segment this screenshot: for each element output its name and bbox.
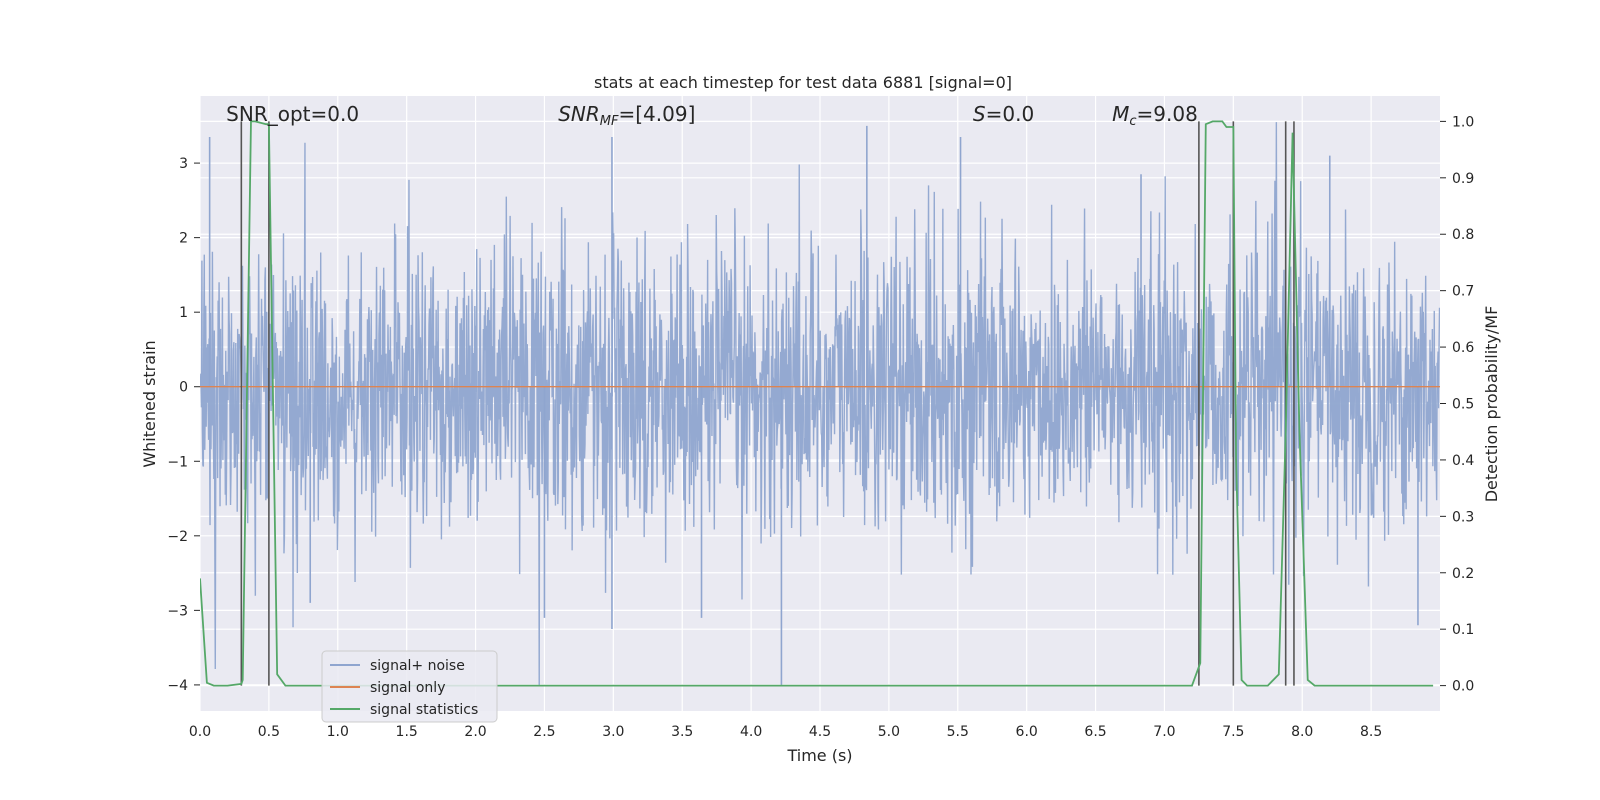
- x-tick-label: 8.0: [1291, 724, 1313, 740]
- y-tick-label: 0: [179, 380, 188, 396]
- annotations: SNR_opt=0.0 SNRMF=[4.09] S=0.0 Mc=9.08: [226, 102, 1198, 129]
- x-tick-label: 7.5: [1222, 724, 1244, 740]
- chart-title: stats at each timestep for test data 688…: [594, 73, 1012, 92]
- x-tick-label: 5.5: [947, 724, 969, 740]
- annotation: SNR_opt=0.0: [226, 102, 359, 126]
- y2-tick-label: 0.2: [1452, 566, 1474, 582]
- y2-tick-label: 0.4: [1452, 453, 1474, 469]
- legend-label: signal only: [370, 680, 445, 696]
- legend: signal+ noise signal only signal statistic…: [321, 650, 498, 723]
- x-tick-label: 2.5: [533, 724, 555, 740]
- y-tick-label: −4: [167, 678, 188, 694]
- y-axis-ticks: 3 2 1 0 −1 −2 −3 −4: [167, 156, 200, 694]
- y-tick-label: 1: [179, 305, 188, 321]
- x-axis-label: Time (s): [786, 746, 852, 765]
- y2-tick-label: 0.6: [1452, 340, 1474, 356]
- x-tick-label: 6.0: [1016, 724, 1038, 740]
- y-axis-label: Whitened strain: [140, 340, 159, 467]
- y2-axis-label: Detection probability/MF: [1482, 306, 1501, 503]
- y2-tick-label: 0.5: [1452, 397, 1474, 413]
- annotation: Mc=9.08: [1112, 102, 1198, 129]
- y2-tick-label: 0.3: [1452, 509, 1474, 525]
- x-tick-label: 2.0: [464, 724, 486, 740]
- statistics-line: [200, 120, 1434, 687]
- x-tick-label: 6.5: [1084, 724, 1106, 740]
- y-tick-label: −1: [167, 454, 188, 470]
- x-tick-label: 0.5: [258, 724, 280, 740]
- y2-tick-label: 0.9: [1452, 171, 1474, 187]
- x-tick-label: 5.0: [878, 724, 900, 740]
- y2-tick-label: 1.0: [1452, 114, 1474, 130]
- y2-tick-label: 0.8: [1452, 227, 1474, 243]
- x-tick-label: 4.5: [809, 724, 831, 740]
- y-tick-label: 2: [179, 231, 188, 247]
- annotation: SNRMF=[4.09]: [558, 102, 695, 129]
- y2-axis-ticks: 1.0 0.9 0.8 0.7 0.6 0.5 0.4 0.3 0.2 0.1 0.0: [1440, 114, 1474, 695]
- series-signal-statistics: [200, 120, 1434, 687]
- x-tick-label: 4.0: [740, 724, 762, 740]
- legend-label: signal statistics: [370, 702, 478, 718]
- x-tick-label: 8.5: [1360, 724, 1382, 740]
- y-tick-label: −2: [167, 529, 188, 545]
- x-tick-label: 3.0: [602, 724, 624, 740]
- x-tick-label: 1.0: [327, 724, 349, 740]
- annotation: S=0.0: [973, 102, 1034, 126]
- x-tick-label: 3.5: [671, 724, 693, 740]
- y-tick-label: −3: [167, 603, 188, 619]
- y2-tick-label: 0.1: [1452, 622, 1474, 638]
- legend-label: signal+ noise: [370, 658, 465, 674]
- x-tick-label: 1.5: [396, 724, 418, 740]
- x-tick-label: 0.0: [189, 724, 211, 740]
- legend-box: [321, 650, 498, 723]
- y-tick-label: 3: [179, 156, 188, 172]
- x-axis-ticks: 0.0 0.5 1.0 1.5 2.0 2.5 3.0 3.5 4.0 4.5 5.0 5.5 6.0 6…: [189, 724, 1382, 740]
- x-tick-label: 7.0: [1153, 724, 1175, 740]
- y2-tick-label: 0.7: [1452, 284, 1474, 300]
- y2-tick-label: 0.0: [1452, 679, 1474, 695]
